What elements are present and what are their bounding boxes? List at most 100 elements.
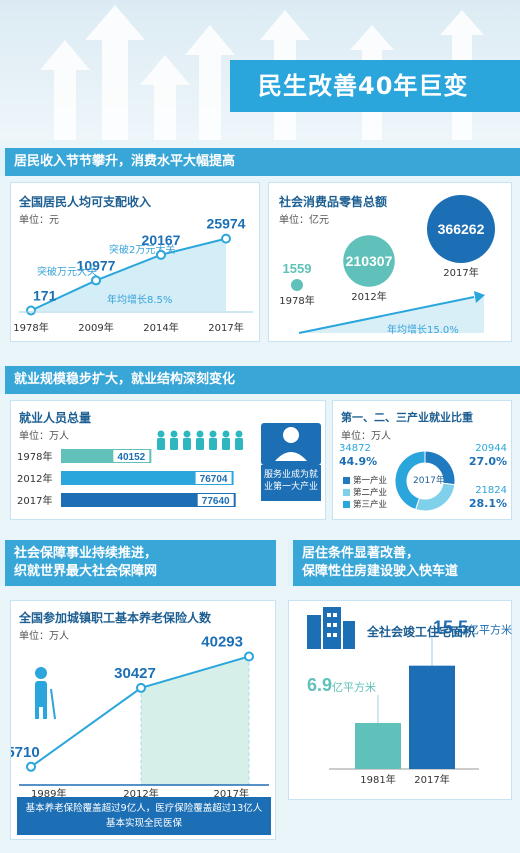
pension-x-label: 1989年	[31, 787, 66, 800]
legend-swatch	[343, 489, 350, 496]
legend-label: 第二产业	[353, 487, 387, 498]
person-body	[209, 438, 217, 450]
pension-point	[136, 682, 146, 693]
housing-panel: 6.9亿平方米 1981年 15.5亿平方米 2017年 全社会竣工住宅面积	[288, 600, 512, 800]
pension-footer: 基本养老保险覆盖超过9亿人，医疗保险覆盖超过13亿人 基本实现全民医保	[17, 797, 271, 835]
legend-swatch	[343, 501, 350, 508]
employment-unit: 单位：万人	[19, 431, 69, 442]
pension-chart: 5710 30427 40293 1989年 2012年 2017年	[11, 633, 269, 800]
worker-icon	[261, 423, 321, 465]
person-icon	[235, 430, 243, 438]
pension-x-label: 2012年	[123, 787, 158, 800]
retail-growth-arrow	[298, 296, 475, 334]
legend-swatch	[343, 477, 350, 484]
sector-unit: 单位：万人	[341, 431, 391, 442]
header-banner: 民生改善40年巨变	[0, 0, 520, 140]
section-bar-employment: 就业规模稳步扩大，就业结构深刻变化	[0, 366, 520, 394]
person-icon	[183, 430, 191, 438]
housing-bar-line1: 居住条件显著改善，	[302, 546, 420, 561]
social-bar-line1: 社会保障事业持续推进，	[14, 546, 158, 561]
employment-value-label: 76704	[200, 474, 228, 485]
pension-point	[26, 761, 36, 772]
housing-bar-line2: 保障性住房建设驶入快车道	[302, 564, 459, 579]
pension-value-label: 40293	[201, 633, 243, 650]
income-note-10k: 突破万元大关	[37, 267, 97, 278]
employment-title: 就业人员总量	[19, 411, 92, 425]
retail-value-label: 210307	[346, 253, 393, 269]
pension-value-label: 5710	[11, 744, 40, 761]
income-point	[156, 249, 166, 260]
buildings-icon	[307, 607, 355, 649]
donut-slice	[394, 450, 426, 511]
income-value-label: 171	[33, 288, 57, 304]
person-icon	[170, 430, 178, 438]
pension-title: 全国参加城镇职工基本养老保险人数	[19, 611, 212, 625]
donut-slice	[414, 482, 456, 512]
income-title: 全国居民人均可支配收入	[19, 195, 152, 209]
section-bar-social: 社会保障事业持续推进， 织就世界最大社会保障网	[0, 540, 276, 586]
people-icons	[157, 430, 243, 450]
sector-panel: 第一、二、三产业就业比重 单位：万人 34872 44.9% 20944 27.0% 2…	[332, 400, 512, 520]
income-point	[221, 233, 231, 244]
housing-title: 全社会竣工住宅面积	[367, 625, 476, 639]
pension-panel: 全国参加城镇职工基本养老保险人数 单位：万人 5710 30427 40293 198…	[10, 600, 276, 840]
employment-value-label: 40152	[117, 452, 145, 463]
retail-title: 社会消费品零售总额	[279, 195, 388, 209]
retail-bubble	[343, 235, 395, 287]
service-callout: 服务业成为就业第一大产业	[261, 465, 321, 501]
pension-unit: 单位：万人	[19, 631, 69, 642]
employment-panel: 就业人员总量 单位：万人 1978年 40152 2012年 76704 2017年 77…	[10, 400, 326, 520]
retail-growth: 年均增长15.0%	[387, 325, 459, 336]
income-value-label: 25974	[207, 216, 246, 232]
retail-unit: 单位：亿元	[279, 215, 329, 226]
income-x-label: 2009年	[78, 321, 113, 334]
employment-year-label: 2017年	[17, 494, 52, 507]
employment-year-label: 2012年	[17, 472, 52, 485]
housing-bar	[355, 723, 401, 769]
employment-chart: 1978年 40152 2012年 76704 2017年 77640	[17, 423, 321, 507]
person-icon	[209, 430, 217, 438]
donut-center-label: 2017年	[413, 476, 445, 486]
retail-arrow-head	[474, 291, 485, 303]
income-note-20k: 突破2万元大关	[109, 245, 176, 256]
section-bar-income-label: 居民收入节节攀升，消费水平大幅提高	[14, 154, 236, 169]
income-growth: 年均增长8.5%	[107, 295, 173, 306]
retail-panel: 社会消费品零售总额 单位：亿元 1559 1978年 210307 2012年 3662…	[268, 182, 512, 342]
sector1-value: 20944	[475, 443, 507, 454]
elderly-icon	[35, 667, 56, 720]
retail-chart: 1559 1978年 210307 2012年 366262 2017年	[279, 195, 495, 334]
income-value-label: 20167	[142, 232, 181, 248]
section-bar-income: 居民收入节节攀升，消费水平大幅提高	[0, 148, 520, 176]
income-x-label: 2017年	[208, 321, 243, 334]
social-bar-line2: 织就世界最大社会保障网	[14, 564, 158, 579]
retail-x-label: 1978年	[279, 294, 314, 307]
employment-value-box	[113, 450, 150, 462]
retail-bubble	[427, 195, 495, 263]
retail-x-label: 2017年	[443, 266, 478, 279]
income-x-label: 1978年	[13, 321, 48, 334]
income-x-label: 2014年	[143, 321, 178, 334]
retail-value-label: 1559	[283, 261, 312, 276]
pension-point	[244, 651, 254, 662]
employment-bar	[61, 471, 234, 485]
person-body	[157, 438, 165, 450]
sector3-percent: 44.9%	[339, 455, 377, 468]
retail-bubble	[291, 279, 303, 291]
housing-x-label: 1981年	[360, 773, 395, 786]
person-body	[183, 438, 191, 450]
income-point	[91, 275, 101, 286]
person-icon	[222, 430, 230, 438]
retail-value-label: 366262	[438, 221, 485, 237]
pension-footer-line2: 基本实现全民医保	[105, 818, 182, 829]
person-icon	[196, 430, 204, 438]
employment-value-label: 77640	[202, 496, 230, 507]
section-bar-employment-label: 就业规模稳步扩大，就业结构深刻变化	[14, 372, 236, 387]
income-unit: 单位：元	[19, 215, 59, 226]
pension-value-label: 30427	[114, 665, 156, 682]
housing-bar	[409, 665, 455, 769]
income-panel: 全国居民人均可支配收入 单位：元 171 1978年 10977 2009年 20167…	[10, 182, 260, 342]
section-bar-housing: 居住条件显著改善， 保障性住房建设驶入快车道	[288, 540, 520, 586]
sector3-value: 34872	[339, 443, 371, 454]
